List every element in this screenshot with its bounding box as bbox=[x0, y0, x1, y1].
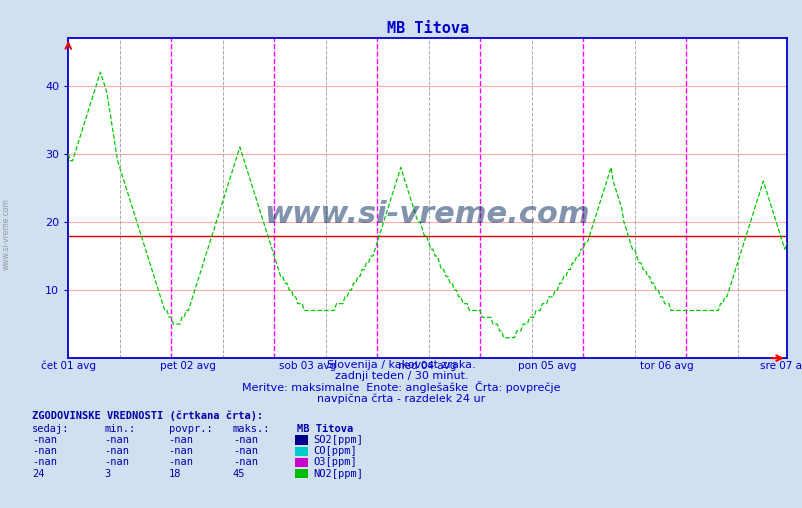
Text: 24: 24 bbox=[32, 468, 45, 479]
Text: -nan: -nan bbox=[104, 457, 129, 467]
Text: min.:: min.: bbox=[104, 424, 136, 434]
Text: povpr.:: povpr.: bbox=[168, 424, 212, 434]
Text: -nan: -nan bbox=[168, 457, 193, 467]
Text: -nan: -nan bbox=[168, 435, 193, 445]
Text: -nan: -nan bbox=[233, 435, 257, 445]
Text: -nan: -nan bbox=[104, 435, 129, 445]
Text: 18: 18 bbox=[168, 468, 181, 479]
Text: SO2[ppm]: SO2[ppm] bbox=[313, 435, 363, 445]
Text: Slovenija / kakovost zraka.: Slovenija / kakovost zraka. bbox=[326, 360, 476, 370]
Text: ZGODOVINSKE VREDNOSTI (črtkana črta):: ZGODOVINSKE VREDNOSTI (črtkana črta): bbox=[32, 410, 263, 421]
Text: -nan: -nan bbox=[32, 446, 57, 456]
Text: www.si-vreme.com: www.si-vreme.com bbox=[2, 198, 11, 270]
Text: -nan: -nan bbox=[168, 446, 193, 456]
Text: -nan: -nan bbox=[233, 457, 257, 467]
Text: 45: 45 bbox=[233, 468, 245, 479]
Text: -nan: -nan bbox=[32, 457, 57, 467]
Text: www.si-vreme.com: www.si-vreme.com bbox=[265, 200, 589, 229]
Text: -nan: -nan bbox=[32, 435, 57, 445]
Text: -nan: -nan bbox=[233, 446, 257, 456]
Text: NO2[ppm]: NO2[ppm] bbox=[313, 468, 363, 479]
Text: -nan: -nan bbox=[104, 446, 129, 456]
Text: maks.:: maks.: bbox=[233, 424, 270, 434]
Title: MB Titova: MB Titova bbox=[386, 20, 468, 36]
Text: Meritve: maksimalne  Enote: anglešaške  Črta: povprečje: Meritve: maksimalne Enote: anglešaške Čr… bbox=[242, 380, 560, 393]
Text: O3[ppm]: O3[ppm] bbox=[313, 457, 356, 467]
Text: MB Titova: MB Titova bbox=[297, 424, 353, 434]
Text: zadnji teden / 30 minut.: zadnji teden / 30 minut. bbox=[334, 371, 468, 382]
Text: CO[ppm]: CO[ppm] bbox=[313, 446, 356, 456]
Text: 3: 3 bbox=[104, 468, 111, 479]
Text: sedaj:: sedaj: bbox=[32, 424, 70, 434]
Text: navpična črta - razdelek 24 ur: navpična črta - razdelek 24 ur bbox=[317, 393, 485, 404]
